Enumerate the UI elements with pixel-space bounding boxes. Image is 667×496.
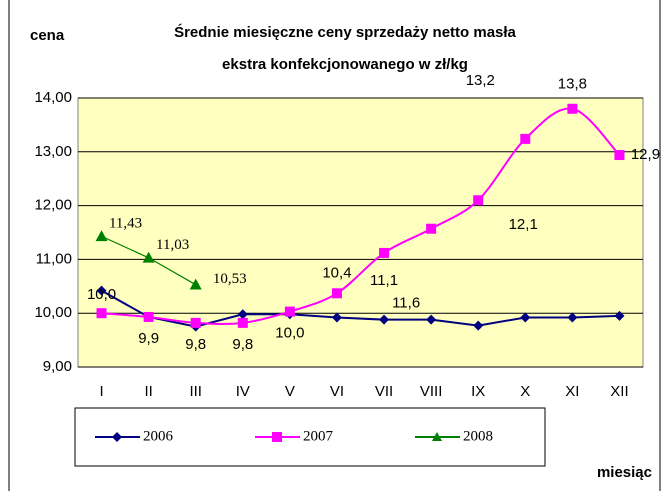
data-label: 9,9 — [138, 330, 159, 347]
x-tick-label: VII — [375, 383, 393, 400]
marker — [143, 311, 154, 322]
data-label: 11,43 — [109, 216, 142, 232]
y-label: cena — [30, 27, 65, 44]
marker — [190, 317, 201, 328]
y-tick-label: 12,00 — [34, 197, 72, 214]
data-label: 9,8 — [232, 336, 253, 353]
y-tick-label: 9,00 — [43, 358, 72, 375]
x-tick-label: V — [285, 383, 295, 400]
line — [101, 289, 620, 328]
marker — [614, 150, 625, 161]
x-tick-label: IV — [236, 383, 250, 400]
legend — [74, 407, 546, 467]
marker — [426, 314, 437, 325]
marker — [520, 312, 531, 323]
data-label: 11,6 — [392, 295, 420, 312]
x-tick-label: II — [144, 383, 152, 400]
marker — [473, 320, 484, 331]
marker — [567, 103, 578, 114]
data-label: 10,0 — [87, 286, 116, 303]
marker — [567, 312, 578, 323]
data-label: 13,8 — [558, 76, 587, 93]
data-label: 10,53 — [213, 271, 247, 287]
data-label: 11,1 — [370, 272, 398, 289]
x-label: miesiąc — [597, 464, 652, 481]
data-label: 12,9 — [631, 146, 660, 163]
marker — [331, 288, 342, 299]
y-tick-label: 14,00 — [34, 89, 72, 106]
marker — [96, 285, 107, 296]
x-tick-label: XII — [610, 383, 628, 400]
marker — [237, 309, 248, 320]
marker — [189, 278, 202, 290]
data-label: 10,0 — [275, 325, 304, 342]
x-tick-label: VI — [330, 383, 344, 400]
x-tick-label: I — [99, 383, 103, 400]
x-tick-label: X — [520, 383, 530, 400]
marker — [95, 230, 108, 242]
data-label: 13,2 — [466, 72, 495, 89]
legend-label: 2008 — [463, 428, 493, 444]
marker — [142, 251, 155, 263]
legend-marker — [112, 432, 122, 442]
y-tick-label: 11,00 — [36, 250, 72, 267]
marker — [379, 247, 390, 258]
marker — [237, 317, 248, 328]
data-label: 9,8 — [185, 336, 206, 353]
marker — [284, 306, 295, 317]
y-tick-label: 10,00 — [34, 304, 72, 321]
y-tick-label: 13,00 — [34, 143, 72, 160]
legend-marker — [272, 432, 282, 442]
chart-subtitle: ekstra konfekcjonowanego w zł/kg — [222, 56, 468, 73]
legend-marker — [432, 432, 442, 441]
plot-area — [77, 97, 644, 368]
x-tick-label: III — [189, 383, 202, 400]
marker — [379, 314, 390, 325]
x-tick-label: XI — [565, 383, 579, 400]
marker — [331, 312, 342, 323]
x-tick-label: VIII — [420, 383, 443, 400]
marker — [614, 310, 625, 321]
x-tick-label: IX — [471, 383, 485, 400]
marker — [473, 195, 484, 206]
marker — [96, 308, 107, 319]
marker — [426, 223, 437, 234]
data-label: 12,1 — [509, 216, 538, 233]
data-label: 11,03 — [156, 237, 189, 253]
legend-label: 2006 — [143, 428, 174, 444]
legend-label: 2007 — [303, 428, 334, 444]
chart-title: Średnie miesięczne ceny sprzedaży netto … — [174, 23, 516, 41]
marker — [520, 133, 531, 144]
data-label: 10,4 — [322, 264, 351, 281]
